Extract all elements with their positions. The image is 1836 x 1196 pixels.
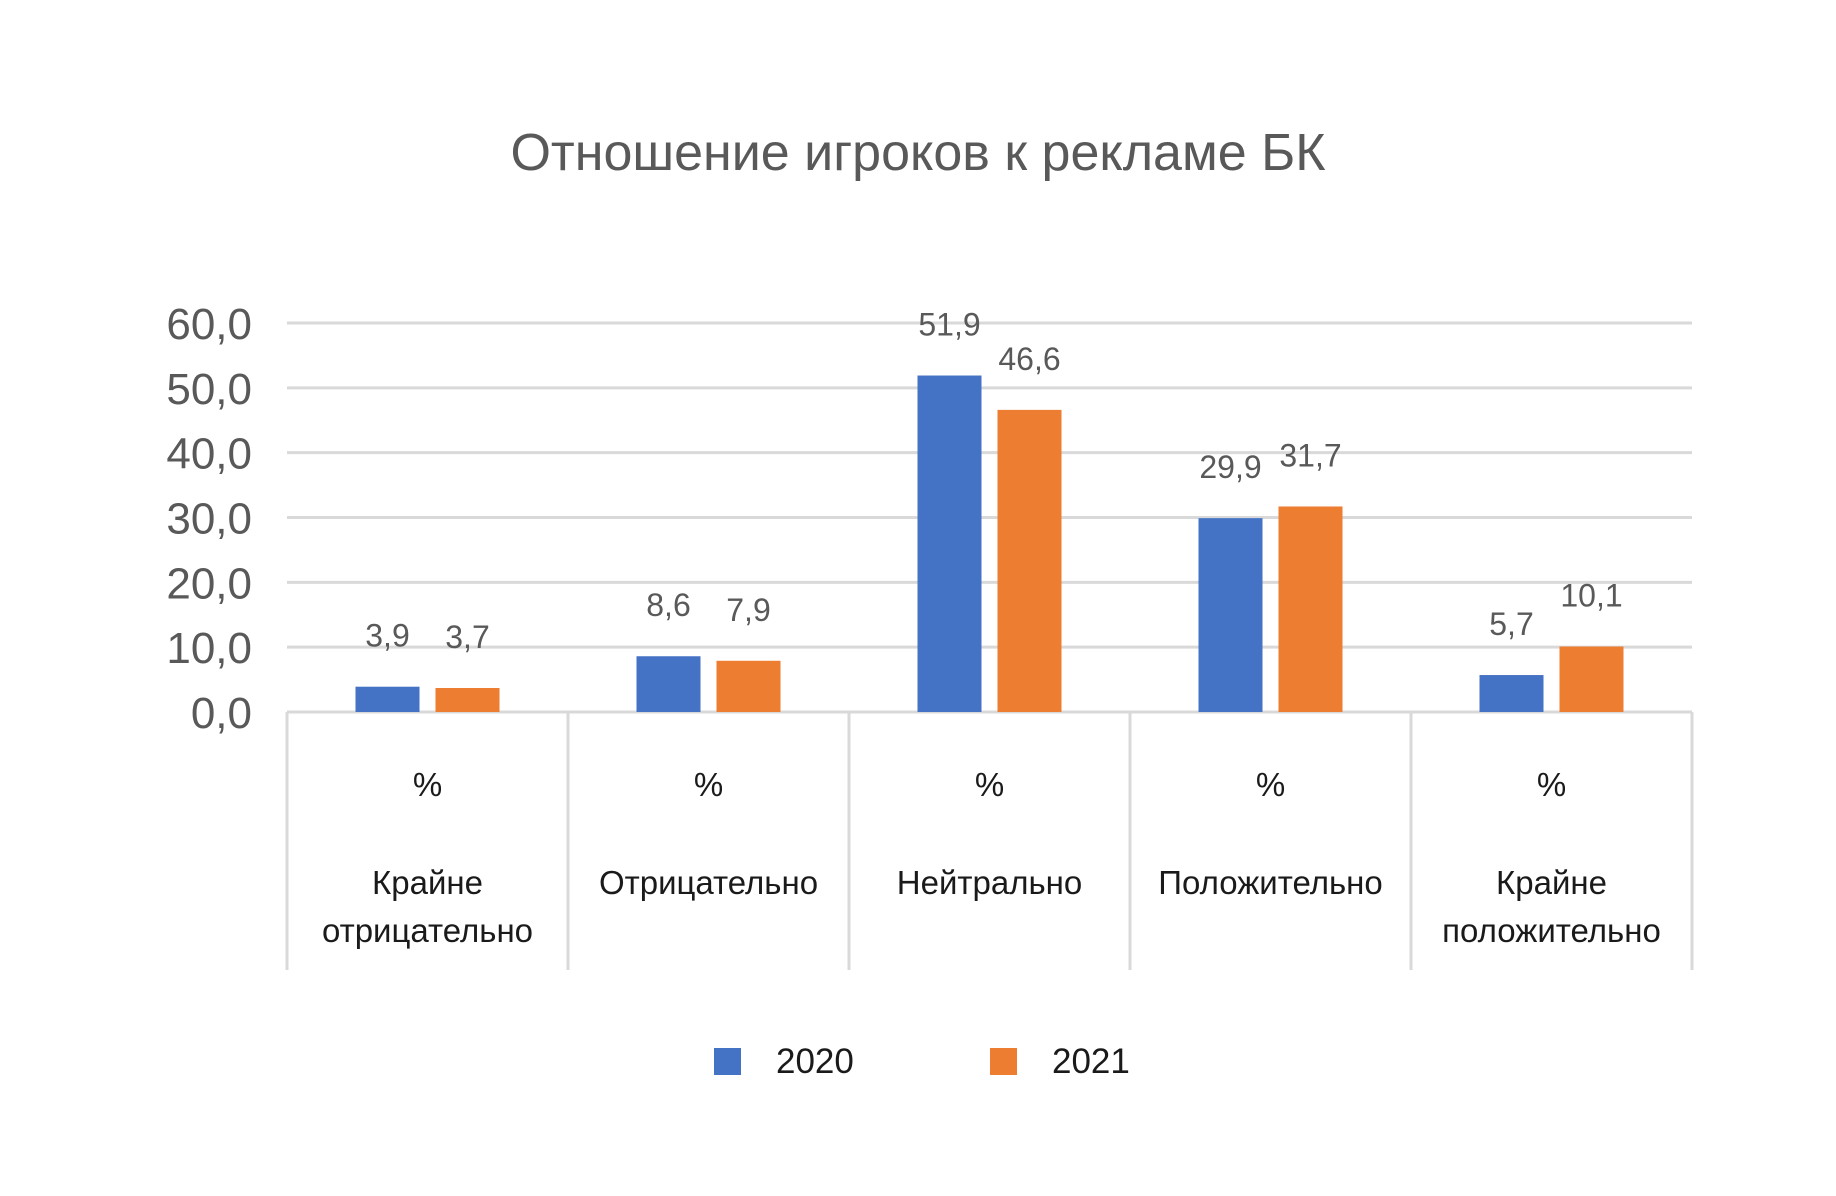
bar-2021-5 bbox=[1559, 646, 1624, 712]
legend-swatch-2020 bbox=[714, 1048, 741, 1075]
y-tick-label: 20,0 bbox=[166, 559, 252, 608]
category-label: Отрицательно bbox=[599, 864, 818, 901]
bar-2021-4 bbox=[1278, 506, 1343, 712]
y-tick-label: 0,0 bbox=[191, 689, 252, 738]
data-labels: 3,9 3,7 8,6 7,9 51,9 46,6 29,9 31,7 5,7 10,1 bbox=[365, 307, 1622, 655]
bar-2021-2 bbox=[716, 660, 781, 712]
bar-2021-3 bbox=[997, 409, 1062, 712]
legend-label: 2020 bbox=[776, 1042, 854, 1081]
category-table bbox=[285, 712, 1694, 970]
gridlines bbox=[287, 321, 1692, 714]
bar-2020-5 bbox=[1479, 675, 1544, 712]
legend: 2020 2021 bbox=[714, 1042, 1130, 1081]
category-label: Положительно bbox=[1158, 864, 1383, 901]
bar-2020-3 bbox=[917, 375, 982, 712]
category-label: Крайне bbox=[1496, 864, 1607, 901]
bar-2020-1 bbox=[355, 686, 420, 712]
category-label: положительно bbox=[1442, 912, 1661, 949]
category-unit-label: % bbox=[694, 766, 723, 803]
data-label: 51,9 bbox=[918, 307, 980, 343]
category-labels: % Крайне отрицательно% Отрицательно% Нейтрал… bbox=[322, 766, 1661, 949]
y-tick-label: 50,0 bbox=[166, 365, 252, 414]
bar-2020-4 bbox=[1198, 518, 1263, 712]
data-label: 7,9 bbox=[726, 592, 770, 628]
chart-title: Отношение игроков к рекламе БК bbox=[510, 124, 1325, 182]
legend-swatch-2021 bbox=[990, 1048, 1017, 1075]
data-label: 46,6 bbox=[998, 341, 1060, 377]
data-label: 31,7 bbox=[1279, 437, 1341, 473]
data-label: 3,7 bbox=[445, 619, 489, 655]
data-label: 29,9 bbox=[1199, 449, 1261, 485]
category-unit-label: % bbox=[413, 766, 442, 803]
y-tick-label: 30,0 bbox=[166, 495, 252, 544]
bar-2020-2 bbox=[636, 656, 701, 712]
category-unit-label: % bbox=[1537, 766, 1566, 803]
y-tick-label: 10,0 bbox=[166, 624, 252, 673]
data-label: 5,7 bbox=[1489, 606, 1533, 642]
legend-label: 2021 bbox=[1052, 1042, 1130, 1081]
data-label: 8,6 bbox=[646, 587, 690, 623]
y-tick-label: 40,0 bbox=[166, 430, 252, 479]
bars bbox=[355, 375, 1624, 712]
data-label: 10,1 bbox=[1560, 578, 1622, 614]
category-unit-label: % bbox=[975, 766, 1004, 803]
data-label: 3,9 bbox=[365, 618, 409, 654]
category-label: Крайне bbox=[372, 864, 483, 901]
category-label: Нейтрально bbox=[897, 864, 1082, 901]
y-axis: 0,0 10,0 20,0 30,0 40,0 50,0 60,0 bbox=[166, 300, 252, 738]
category-label: отрицательно bbox=[322, 912, 533, 949]
category-unit-label: % bbox=[1256, 766, 1285, 803]
y-tick-label: 60,0 bbox=[166, 300, 252, 349]
bar-2021-1 bbox=[435, 688, 500, 712]
